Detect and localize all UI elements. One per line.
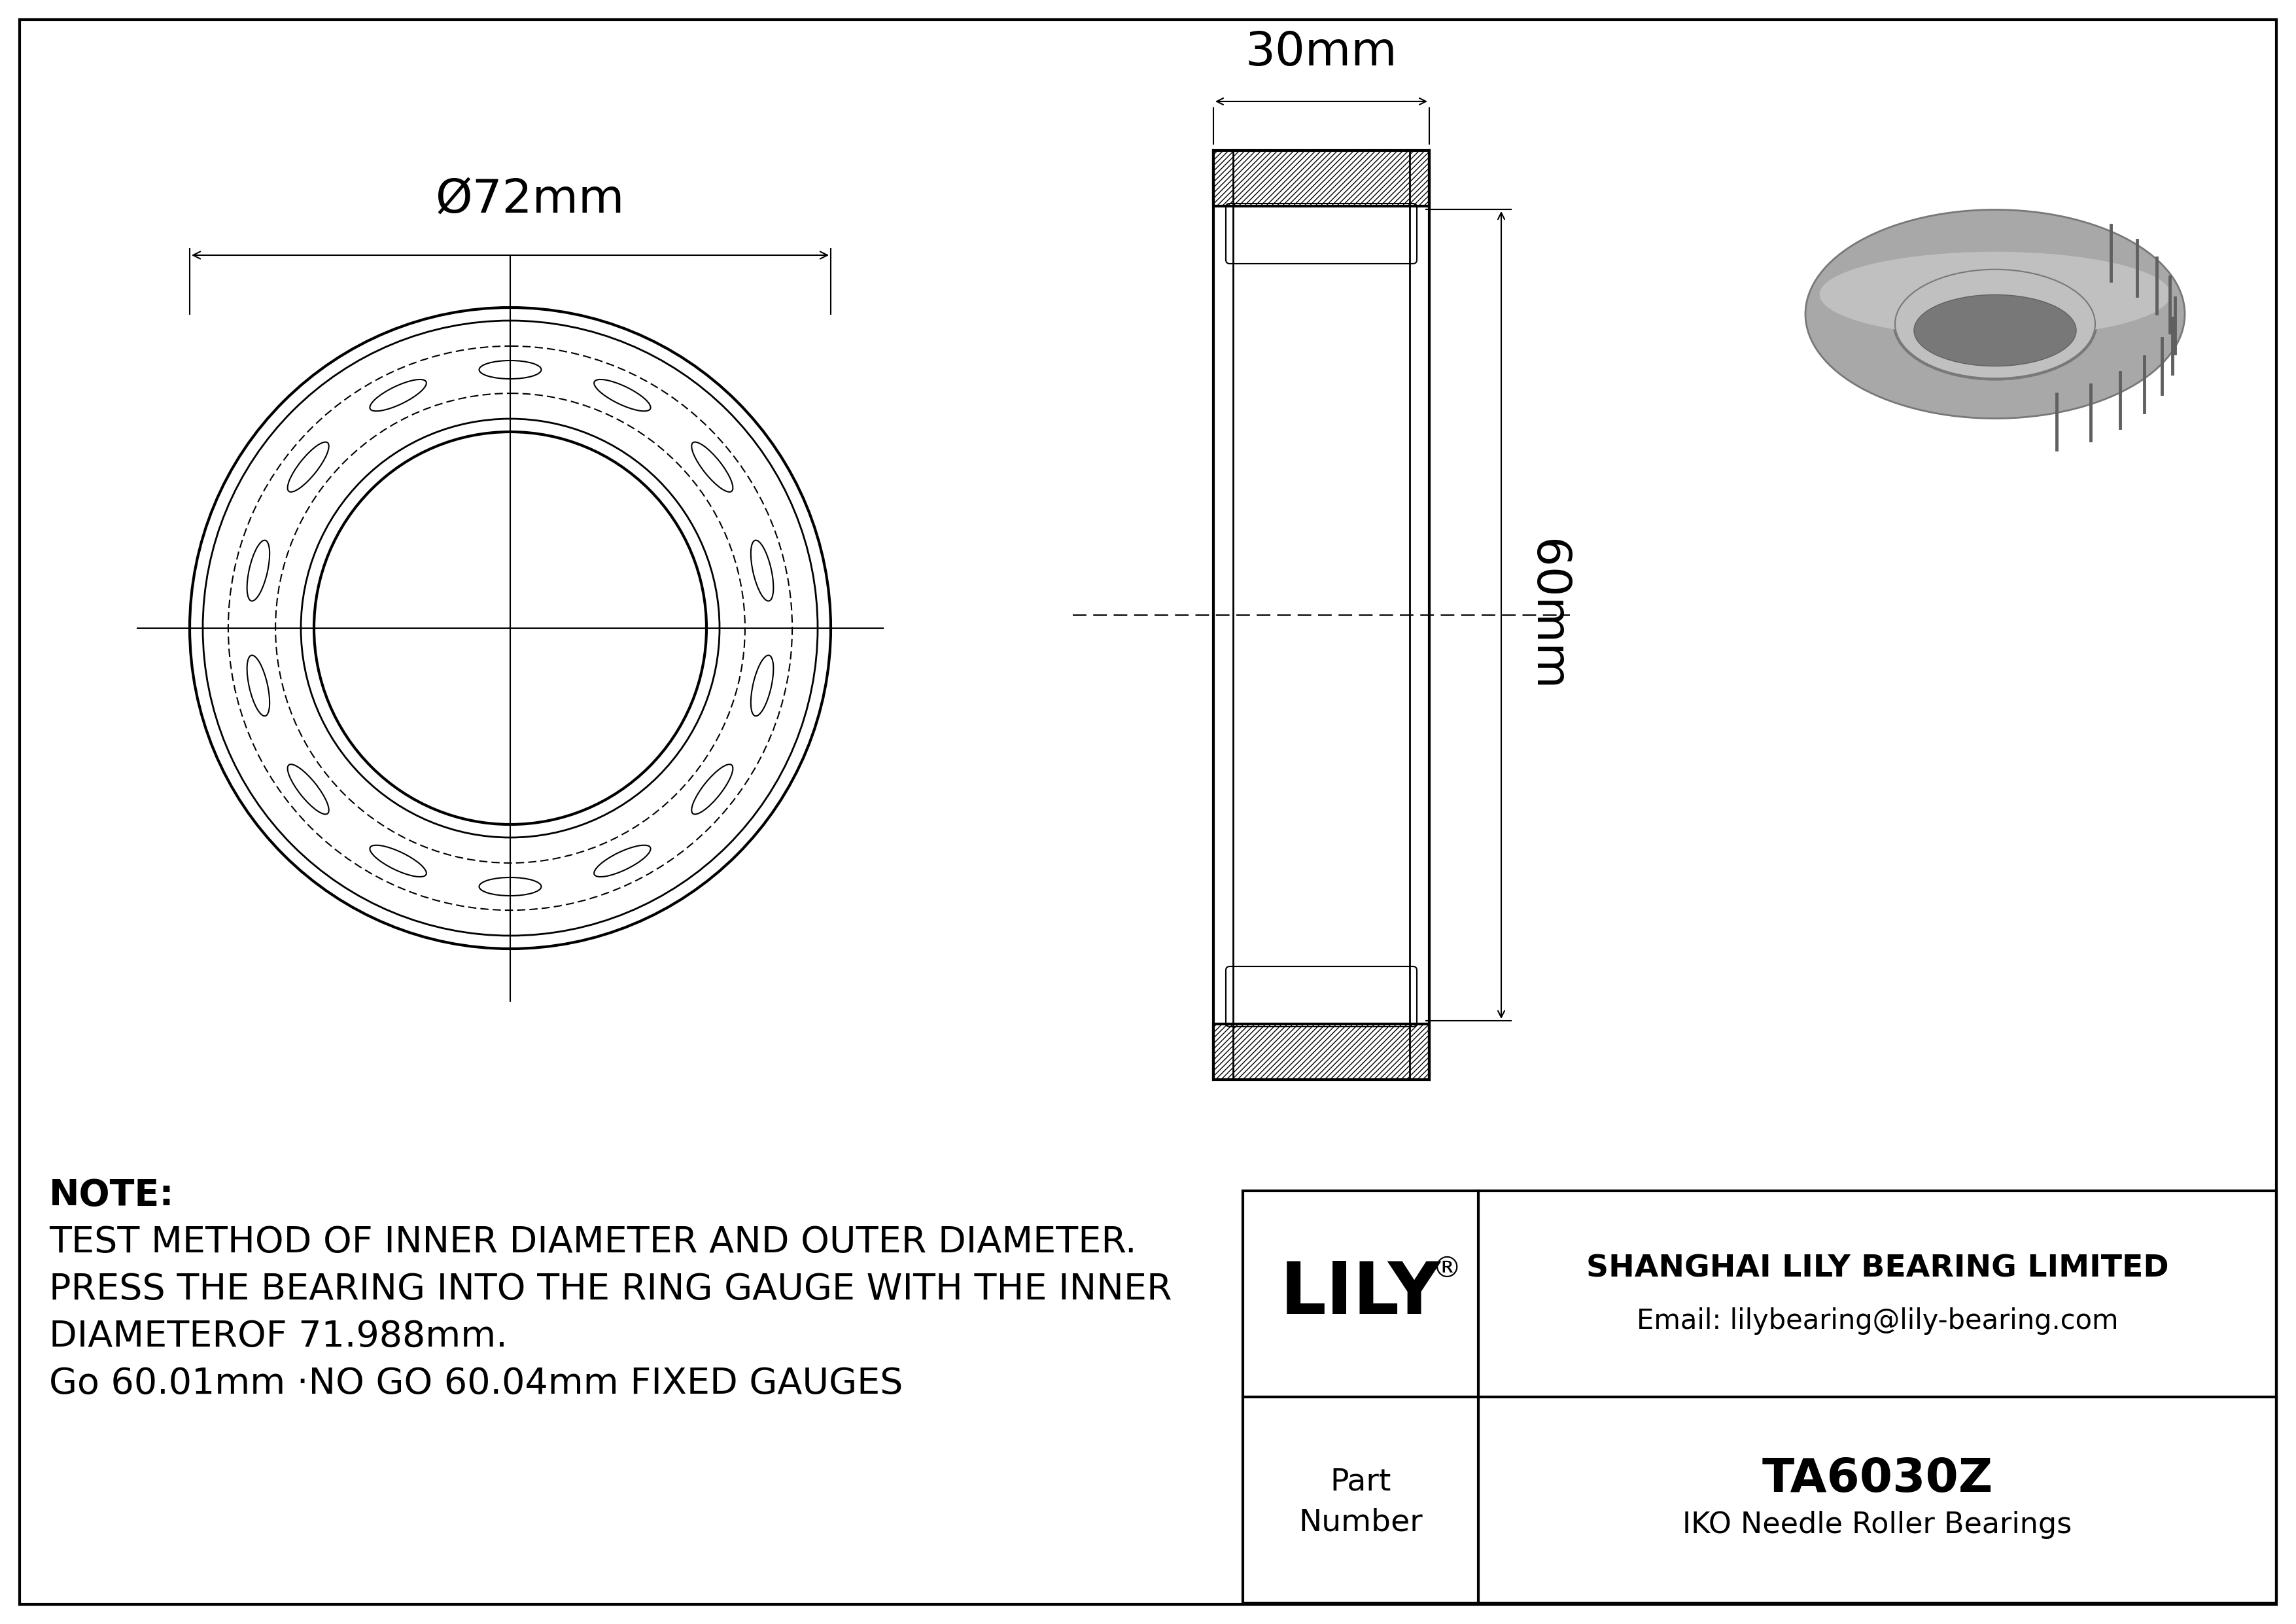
- Text: 60mm: 60mm: [1525, 539, 1570, 692]
- Bar: [1212, 151, 1430, 206]
- Ellipse shape: [1915, 294, 2076, 365]
- Text: PRESS THE BEARING INTO THE RING GAUGE WITH THE INNER: PRESS THE BEARING INTO THE RING GAUGE WI…: [48, 1272, 1171, 1307]
- Ellipse shape: [1899, 283, 2092, 372]
- Text: DIAMETEROF 71.988mm.: DIAMETEROF 71.988mm.: [48, 1319, 507, 1354]
- Ellipse shape: [1894, 270, 2096, 378]
- Text: IKO Needle Roller Bearings: IKO Needle Roller Bearings: [1683, 1510, 2071, 1540]
- Ellipse shape: [1894, 268, 2096, 380]
- Bar: [1212, 1025, 1430, 1080]
- Text: ®: ®: [1433, 1255, 1463, 1283]
- Text: Part: Part: [1329, 1466, 1391, 1496]
- Text: TEST METHOD OF INNER DIAMETER AND OUTER DIAMETER.: TEST METHOD OF INNER DIAMETER AND OUTER …: [48, 1224, 1137, 1260]
- Text: 30mm: 30mm: [1244, 31, 1398, 75]
- Text: Number: Number: [1300, 1507, 1424, 1536]
- Bar: [1242, 1190, 2275, 1603]
- Text: LILY: LILY: [1281, 1259, 1442, 1328]
- Text: NOTE:: NOTE:: [48, 1177, 174, 1213]
- Text: TA6030Z: TA6030Z: [1761, 1457, 1993, 1502]
- Text: Go 60.01mm ·NO GO 60.04mm FIXED GAUGES: Go 60.01mm ·NO GO 60.04mm FIXED GAUGES: [48, 1366, 902, 1402]
- Text: SHANGHAI LILY BEARING LIMITED: SHANGHAI LILY BEARING LIMITED: [1587, 1254, 2170, 1283]
- Ellipse shape: [1805, 209, 2186, 419]
- Text: Email: lilybearing@lily-bearing.com: Email: lilybearing@lily-bearing.com: [1637, 1307, 2119, 1335]
- Text: Ø72mm: Ø72mm: [436, 177, 625, 222]
- Ellipse shape: [1821, 252, 2170, 338]
